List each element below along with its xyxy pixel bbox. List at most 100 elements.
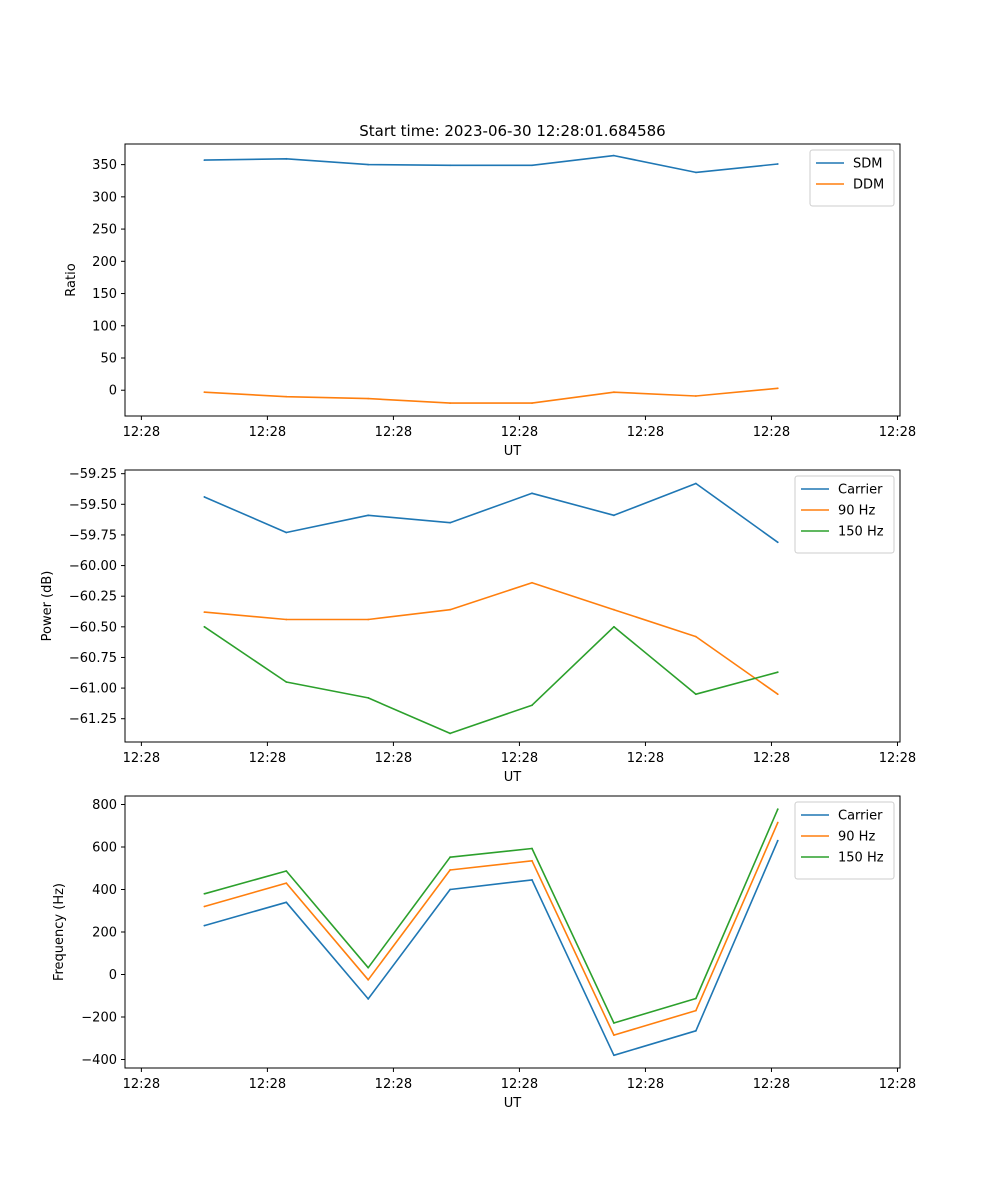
x-tick-label-power: 12:28 — [501, 751, 538, 766]
subplot-power: 12:2812:2812:2812:2812:2812:2812:2812:29… — [40, 467, 916, 785]
legend-frequency: Carrier 90 Hz 150 Hz — [794, 801, 895, 880]
subplot-ratio: 12:2812:2812:2812:2812:2812:2812:2812:29… — [64, 143, 916, 459]
data-point-frequency-1 — [531, 859, 533, 862]
data-point-power-2 — [613, 625, 615, 628]
y-tick-label-power: −59.50 — [69, 498, 117, 513]
data-point-ratio-1 — [613, 391, 615, 394]
data-point-ratio-0 — [531, 164, 533, 167]
data-point-frequency-0 — [694, 1029, 697, 1032]
data-point-power-0 — [613, 514, 615, 517]
data-point-frequency-2 — [449, 856, 452, 859]
data-point-power-0 — [531, 492, 533, 495]
data-point-frequency-0 — [531, 879, 533, 881]
x-tick-label-ratio: 12:28 — [879, 425, 916, 440]
data-point-frequency-1 — [776, 821, 779, 824]
y-tick-label-ratio: 100 — [92, 319, 117, 334]
data-point-power-2 — [367, 696, 370, 699]
data-point-power-1 — [694, 635, 697, 638]
data-point-ratio-0 — [776, 163, 779, 165]
data-point-ratio-1 — [203, 391, 206, 394]
y-tick-label-frequency: 200 — [92, 926, 117, 941]
x-tick-label-power: 12:28 — [249, 751, 286, 766]
y-tick-label-power: −61.00 — [69, 682, 117, 697]
series-line-ratio-0 — [204, 154, 778, 174]
data-point-frequency-2 — [694, 997, 697, 1000]
y-tick-label-power: −60.25 — [69, 590, 117, 605]
y-axis-label-frequency: Frequency (Hz) — [52, 883, 67, 981]
data-point-ratio-1 — [694, 395, 697, 397]
y-tick-label-frequency: 400 — [92, 883, 117, 898]
data-point-frequency-2 — [203, 892, 206, 895]
data-point-ratio-0 — [203, 159, 206, 162]
data-point-ratio-1 — [531, 402, 533, 405]
data-point-frequency-2 — [531, 847, 533, 850]
data-point-power-1 — [203, 611, 206, 614]
y-tick-label-power: −59.75 — [69, 528, 117, 543]
y-tick-label-power: −60.50 — [69, 620, 117, 635]
axes-frame-ratio — [124, 143, 901, 417]
x-tick-label-ratio: 12:28 — [753, 425, 790, 440]
legend-label-power-0: Carrier — [838, 483, 883, 498]
data-point-ratio-0 — [367, 163, 370, 166]
y-tick-label-ratio: 150 — [92, 287, 117, 302]
data-point-frequency-0 — [203, 924, 206, 927]
data-point-power-0 — [449, 521, 452, 524]
data-point-ratio-0 — [449, 164, 452, 167]
x-tick-label-frequency: 12:28 — [627, 1077, 664, 1092]
x-tick-label-ratio: 12:28 — [627, 425, 664, 440]
data-point-power-0 — [203, 496, 206, 498]
data-point-frequency-1 — [613, 1034, 615, 1036]
x-tick-label-ratio: 12:28 — [501, 425, 538, 440]
x-tick-label-power: 12:28 — [375, 751, 412, 766]
data-point-power-1 — [531, 581, 533, 584]
y-tick-label-frequency: 600 — [92, 841, 117, 856]
y-tick-label-ratio: 250 — [92, 223, 117, 238]
data-point-power-1 — [367, 618, 370, 621]
data-point-frequency-1 — [449, 869, 452, 871]
data-point-frequency-2 — [285, 870, 288, 872]
y-tick-label-power: −59.25 — [69, 467, 117, 482]
x-tick-label-ratio: 12:28 — [123, 425, 160, 440]
data-point-power-1 — [449, 608, 452, 611]
x-tick-label-power: 12:28 — [123, 751, 160, 766]
legend-label-power-1: 90 Hz — [838, 504, 875, 519]
y-tick-label-power: −60.75 — [69, 651, 117, 666]
data-point-power-1 — [285, 618, 288, 621]
legend-box-power — [794, 475, 895, 554]
y-tick-label-frequency: −200 — [81, 1011, 117, 1026]
series-line-frequency-2 — [204, 808, 779, 1024]
legend-label-frequency-1: 90 Hz — [838, 830, 875, 845]
data-point-power-0 — [776, 541, 779, 544]
data-point-power-2 — [449, 732, 452, 735]
y-tick-label-frequency: −400 — [81, 1053, 117, 1068]
legend-box-ratio — [809, 149, 895, 207]
x-tick-label-power: 12:28 — [879, 751, 916, 766]
y-axis-label-power: Power (dB) — [40, 571, 55, 642]
data-point-power-1 — [776, 693, 779, 696]
data-point-frequency-0 — [367, 998, 370, 1000]
series-line-frequency-0 — [204, 840, 779, 1057]
data-point-frequency-0 — [449, 888, 452, 891]
x-tick-label-frequency: 12:28 — [123, 1077, 160, 1092]
legend-ratio: SDM DDM — [809, 149, 895, 207]
data-point-ratio-0 — [285, 157, 288, 160]
x-tick-label-frequency: 12:28 — [249, 1077, 286, 1092]
figure-title: Start time: 2023-06-30 12:28:01.684586 — [359, 122, 665, 140]
x-tick-label-ratio: 12:28 — [375, 425, 412, 440]
data-point-ratio-1 — [776, 387, 779, 390]
legend-label-power-2: 150 Hz — [838, 525, 884, 540]
data-point-ratio-0 — [694, 171, 697, 174]
x-tick-label-frequency: 12:28 — [375, 1077, 412, 1092]
data-point-power-0 — [285, 531, 288, 534]
series-line-ratio-1 — [204, 387, 778, 404]
axes-frame-frequency — [124, 795, 901, 1069]
data-point-frequency-1 — [694, 1009, 697, 1012]
legend-box-frequency — [794, 801, 895, 880]
y-tick-label-frequency: 800 — [92, 798, 117, 813]
legend-label-ratio-1: DDM — [853, 178, 884, 193]
y-tick-label-frequency: 0 — [109, 968, 117, 983]
series-line-power-0 — [204, 482, 779, 543]
legend-label-ratio-0: SDM — [853, 157, 882, 172]
y-tick-label-ratio: 350 — [92, 158, 117, 173]
